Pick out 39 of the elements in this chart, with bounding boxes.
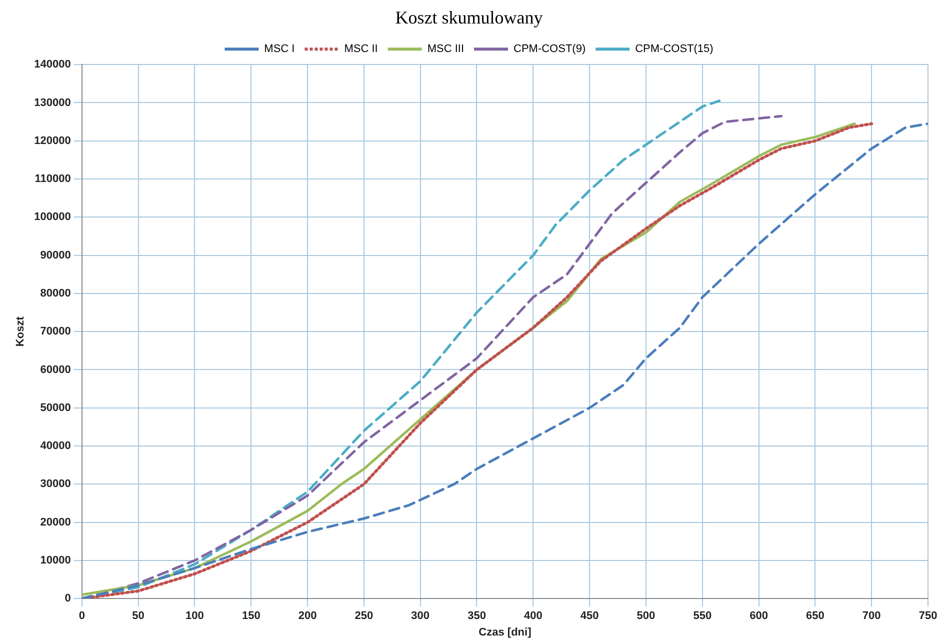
legend-label: CPM-COST(15) — [635, 43, 714, 56]
y-tick-label: 120000 — [34, 134, 71, 147]
legend-label: MSC III — [427, 43, 464, 56]
y-tick-label: 130000 — [34, 96, 71, 109]
y-tick-label: 0 — [64, 592, 71, 605]
y-tick-label: 110000 — [34, 173, 71, 186]
y-tick-label: 140000 — [34, 58, 71, 71]
x-tick-label: 50 — [132, 610, 144, 622]
legend-label: CPM-COST(9) — [514, 43, 586, 56]
x-tick-label: 750 — [918, 610, 938, 622]
x-tick-label: 350 — [468, 610, 486, 622]
x-tick-label: 400 — [524, 610, 542, 622]
y-tick-label: 50000 — [40, 402, 71, 414]
y-tick-label: 40000 — [40, 440, 71, 452]
x-tick-label: 200 — [298, 610, 317, 622]
x-tick-label: 550 — [693, 610, 712, 622]
x-tick-label: 0 — [78, 610, 85, 622]
y-axis-title: Koszt — [14, 316, 27, 347]
y-tick-label: 90000 — [40, 249, 71, 262]
x-tick-label: 600 — [750, 610, 768, 622]
x-tick-label: 450 — [580, 610, 599, 622]
x-tick-label: 100 — [186, 610, 204, 622]
y-tick-label: 10000 — [40, 554, 71, 566]
y-tick-label: 70000 — [40, 326, 71, 338]
y-tick-label: 60000 — [40, 364, 71, 376]
x-tick-label: 500 — [636, 610, 656, 622]
x-tick-label: 700 — [862, 610, 881, 622]
x-tick-label: 250 — [354, 610, 374, 622]
chart-title: Koszt skumulowany — [395, 8, 543, 28]
y-tick-label: 80000 — [40, 287, 71, 300]
y-tick-label: 20000 — [40, 516, 71, 528]
y-tick-label: 30000 — [40, 478, 71, 490]
x-tick-label: 150 — [242, 610, 260, 622]
y-tick-label: 100000 — [34, 211, 71, 224]
x-tick-label: 300 — [411, 610, 430, 622]
legend-label: MSC II — [344, 43, 378, 56]
legend-label: MSC I — [264, 43, 295, 56]
x-axis-title: Czas [dni] — [478, 626, 532, 638]
x-tick-label: 650 — [806, 610, 824, 622]
